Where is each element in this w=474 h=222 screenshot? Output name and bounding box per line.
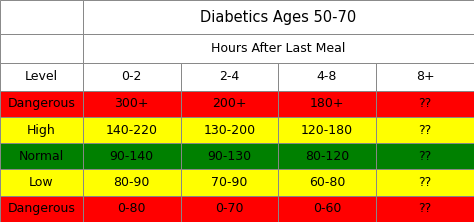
Text: 120-180: 120-180: [301, 124, 353, 137]
FancyBboxPatch shape: [376, 117, 474, 143]
Text: 2-4: 2-4: [219, 70, 239, 83]
Text: 8+: 8+: [416, 70, 434, 83]
FancyBboxPatch shape: [376, 143, 474, 169]
Text: 90-130: 90-130: [207, 150, 252, 163]
Text: 80-90: 80-90: [114, 176, 150, 189]
FancyBboxPatch shape: [0, 0, 83, 34]
Text: 0-60: 0-60: [313, 202, 341, 215]
Text: 70-90: 70-90: [211, 176, 247, 189]
Text: ??: ??: [419, 97, 431, 110]
FancyBboxPatch shape: [83, 91, 181, 117]
Text: Dangerous: Dangerous: [8, 202, 75, 215]
FancyBboxPatch shape: [181, 117, 278, 143]
Text: 0-2: 0-2: [122, 70, 142, 83]
FancyBboxPatch shape: [83, 0, 474, 34]
Text: Hours After Last Meal: Hours After Last Meal: [211, 42, 346, 55]
FancyBboxPatch shape: [83, 169, 181, 196]
FancyBboxPatch shape: [278, 91, 376, 117]
FancyBboxPatch shape: [376, 169, 474, 196]
FancyBboxPatch shape: [0, 143, 83, 169]
Text: 180+: 180+: [310, 97, 344, 110]
Text: High: High: [27, 124, 56, 137]
FancyBboxPatch shape: [83, 196, 181, 222]
Text: Dangerous: Dangerous: [8, 97, 75, 110]
Text: Diabetics Ages 50-70: Diabetics Ages 50-70: [201, 10, 356, 25]
FancyBboxPatch shape: [0, 196, 83, 222]
FancyBboxPatch shape: [0, 91, 83, 117]
FancyBboxPatch shape: [278, 196, 376, 222]
FancyBboxPatch shape: [181, 143, 278, 169]
FancyBboxPatch shape: [181, 196, 278, 222]
Text: ??: ??: [419, 124, 431, 137]
FancyBboxPatch shape: [278, 169, 376, 196]
FancyBboxPatch shape: [278, 117, 376, 143]
FancyBboxPatch shape: [83, 117, 181, 143]
Text: 4-8: 4-8: [317, 70, 337, 83]
Text: ??: ??: [419, 202, 431, 215]
Text: Normal: Normal: [19, 150, 64, 163]
FancyBboxPatch shape: [0, 63, 83, 91]
Text: Level: Level: [25, 70, 58, 83]
Text: 60-80: 60-80: [309, 176, 345, 189]
FancyBboxPatch shape: [83, 34, 474, 63]
Text: Low: Low: [29, 176, 54, 189]
Text: 0-80: 0-80: [118, 202, 146, 215]
FancyBboxPatch shape: [181, 91, 278, 117]
FancyBboxPatch shape: [181, 63, 278, 91]
FancyBboxPatch shape: [83, 63, 181, 91]
Text: ??: ??: [419, 150, 431, 163]
FancyBboxPatch shape: [376, 63, 474, 91]
FancyBboxPatch shape: [376, 91, 474, 117]
FancyBboxPatch shape: [278, 143, 376, 169]
Text: 200+: 200+: [212, 97, 246, 110]
Text: 140-220: 140-220: [106, 124, 158, 137]
FancyBboxPatch shape: [278, 63, 376, 91]
FancyBboxPatch shape: [0, 34, 83, 63]
Text: 130-200: 130-200: [203, 124, 255, 137]
Text: 80-120: 80-120: [305, 150, 349, 163]
Text: 90-140: 90-140: [109, 150, 154, 163]
Text: ??: ??: [419, 176, 431, 189]
FancyBboxPatch shape: [376, 196, 474, 222]
FancyBboxPatch shape: [181, 169, 278, 196]
FancyBboxPatch shape: [0, 169, 83, 196]
Text: 0-70: 0-70: [215, 202, 244, 215]
Text: 300+: 300+: [115, 97, 149, 110]
FancyBboxPatch shape: [83, 143, 181, 169]
FancyBboxPatch shape: [0, 117, 83, 143]
